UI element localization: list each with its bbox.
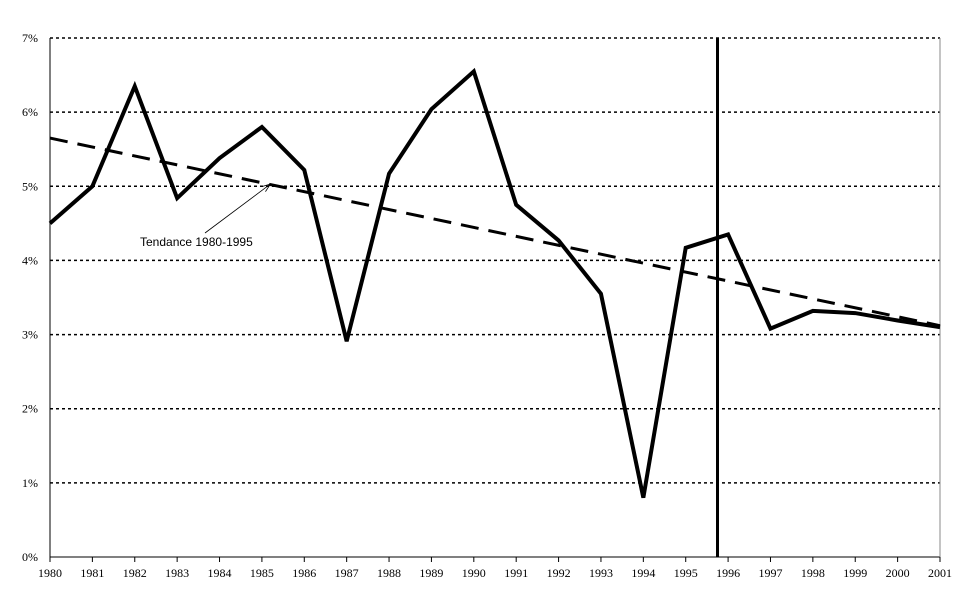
axes [49, 38, 941, 562]
x-tick-label: 1980 [38, 566, 62, 580]
x-tick-label: 1998 [801, 566, 825, 580]
x-tick-labels: 1980 1981 1982 1983 1984 1985 1986 1987 1988 1989… [38, 566, 952, 580]
series-line [48, 67, 941, 499]
y-tick-label: 1% [22, 476, 38, 490]
x-tick-label: 1990 [462, 566, 486, 580]
y-tick-label: 2% [22, 402, 38, 416]
x-tick-label: 1996 [716, 566, 740, 580]
trend-line [49, 136, 941, 328]
x-tick-label: 2001 [928, 566, 952, 580]
x-tick-label: 1997 [758, 566, 782, 580]
x-tick-label: 2000 [886, 566, 910, 580]
annotation-label: Tendance 1980-1995 [140, 235, 253, 249]
x-tick-label: 1988 [377, 566, 401, 580]
gridlines [50, 37, 940, 484]
y-tick-label: 5% [22, 179, 38, 193]
annotation-arrowhead [261, 183, 272, 192]
x-tick-label: 1984 [208, 566, 232, 580]
x-tick-label: 1986 [292, 566, 316, 580]
x-tick-label: 1981 [80, 566, 104, 580]
series-marks [48, 38, 941, 557]
x-tick-label: 1995 [674, 566, 698, 580]
x-tick-label: 1992 [547, 566, 571, 580]
x-tick-label: 1983 [165, 566, 189, 580]
y-tick-label: 4% [22, 253, 38, 267]
y-tick-label: 6% [22, 105, 38, 119]
x-tick-label: 1987 [335, 566, 359, 580]
y-tick-labels: 0% 1% 2% 3% 4% 5% 6% 7% [22, 31, 38, 564]
x-tick-label: 1989 [419, 566, 443, 580]
y-tick-label: 7% [22, 31, 38, 45]
x-tick-label: 1991 [504, 566, 528, 580]
y-tick-label: 0% [22, 550, 38, 564]
x-tick-label: 1982 [123, 566, 147, 580]
annotation: Tendance 1980-1995 [140, 183, 272, 249]
x-tick-label: 1999 [843, 566, 867, 580]
x-tick-label: 1985 [250, 566, 274, 580]
y-tick-label: 3% [22, 328, 38, 342]
x-tick-label: 1994 [631, 566, 655, 580]
x-tick-label: 1993 [589, 566, 613, 580]
annotation-arrow [204, 183, 271, 234]
